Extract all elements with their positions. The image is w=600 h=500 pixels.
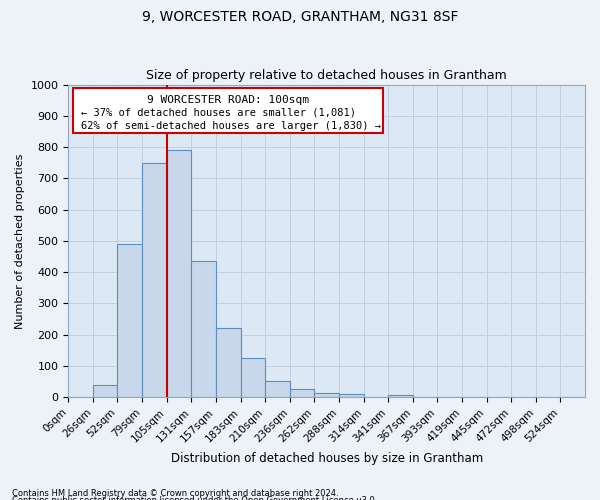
Bar (93, 384, 118, 397)
Bar (142, 162, 167, 397)
Bar (241, 358, 265, 397)
Bar (339, 394, 364, 397)
Bar (265, 382, 290, 397)
Bar (167, 150, 191, 397)
Bar (118, 244, 142, 397)
Bar (388, 394, 413, 397)
FancyBboxPatch shape (73, 88, 383, 133)
Y-axis label: Number of detached properties: Number of detached properties (15, 153, 25, 328)
Bar (314, 393, 339, 397)
Bar (191, 261, 216, 397)
Bar (290, 388, 314, 397)
Text: Contains HM Land Registry data © Crown copyright and database right 2024.: Contains HM Land Registry data © Crown c… (12, 488, 338, 498)
Text: 9, WORCESTER ROAD, GRANTHAM, NG31 8SF: 9, WORCESTER ROAD, GRANTHAM, NG31 8SF (142, 10, 458, 24)
Text: 62% of semi-detached houses are larger (1,830) →: 62% of semi-detached houses are larger (… (81, 122, 381, 132)
Text: Contains public sector information licensed under the Open Government Licence v3: Contains public sector information licen… (12, 496, 377, 500)
Text: 9 WORCESTER ROAD: 100sqm: 9 WORCESTER ROAD: 100sqm (148, 94, 310, 104)
Title: Size of property relative to detached houses in Grantham: Size of property relative to detached ho… (146, 69, 507, 82)
Text: ← 37% of detached houses are smaller (1,081): ← 37% of detached houses are smaller (1,… (81, 108, 356, 118)
Bar (216, 328, 241, 397)
X-axis label: Distribution of detached houses by size in Grantham: Distribution of detached houses by size … (170, 452, 483, 465)
